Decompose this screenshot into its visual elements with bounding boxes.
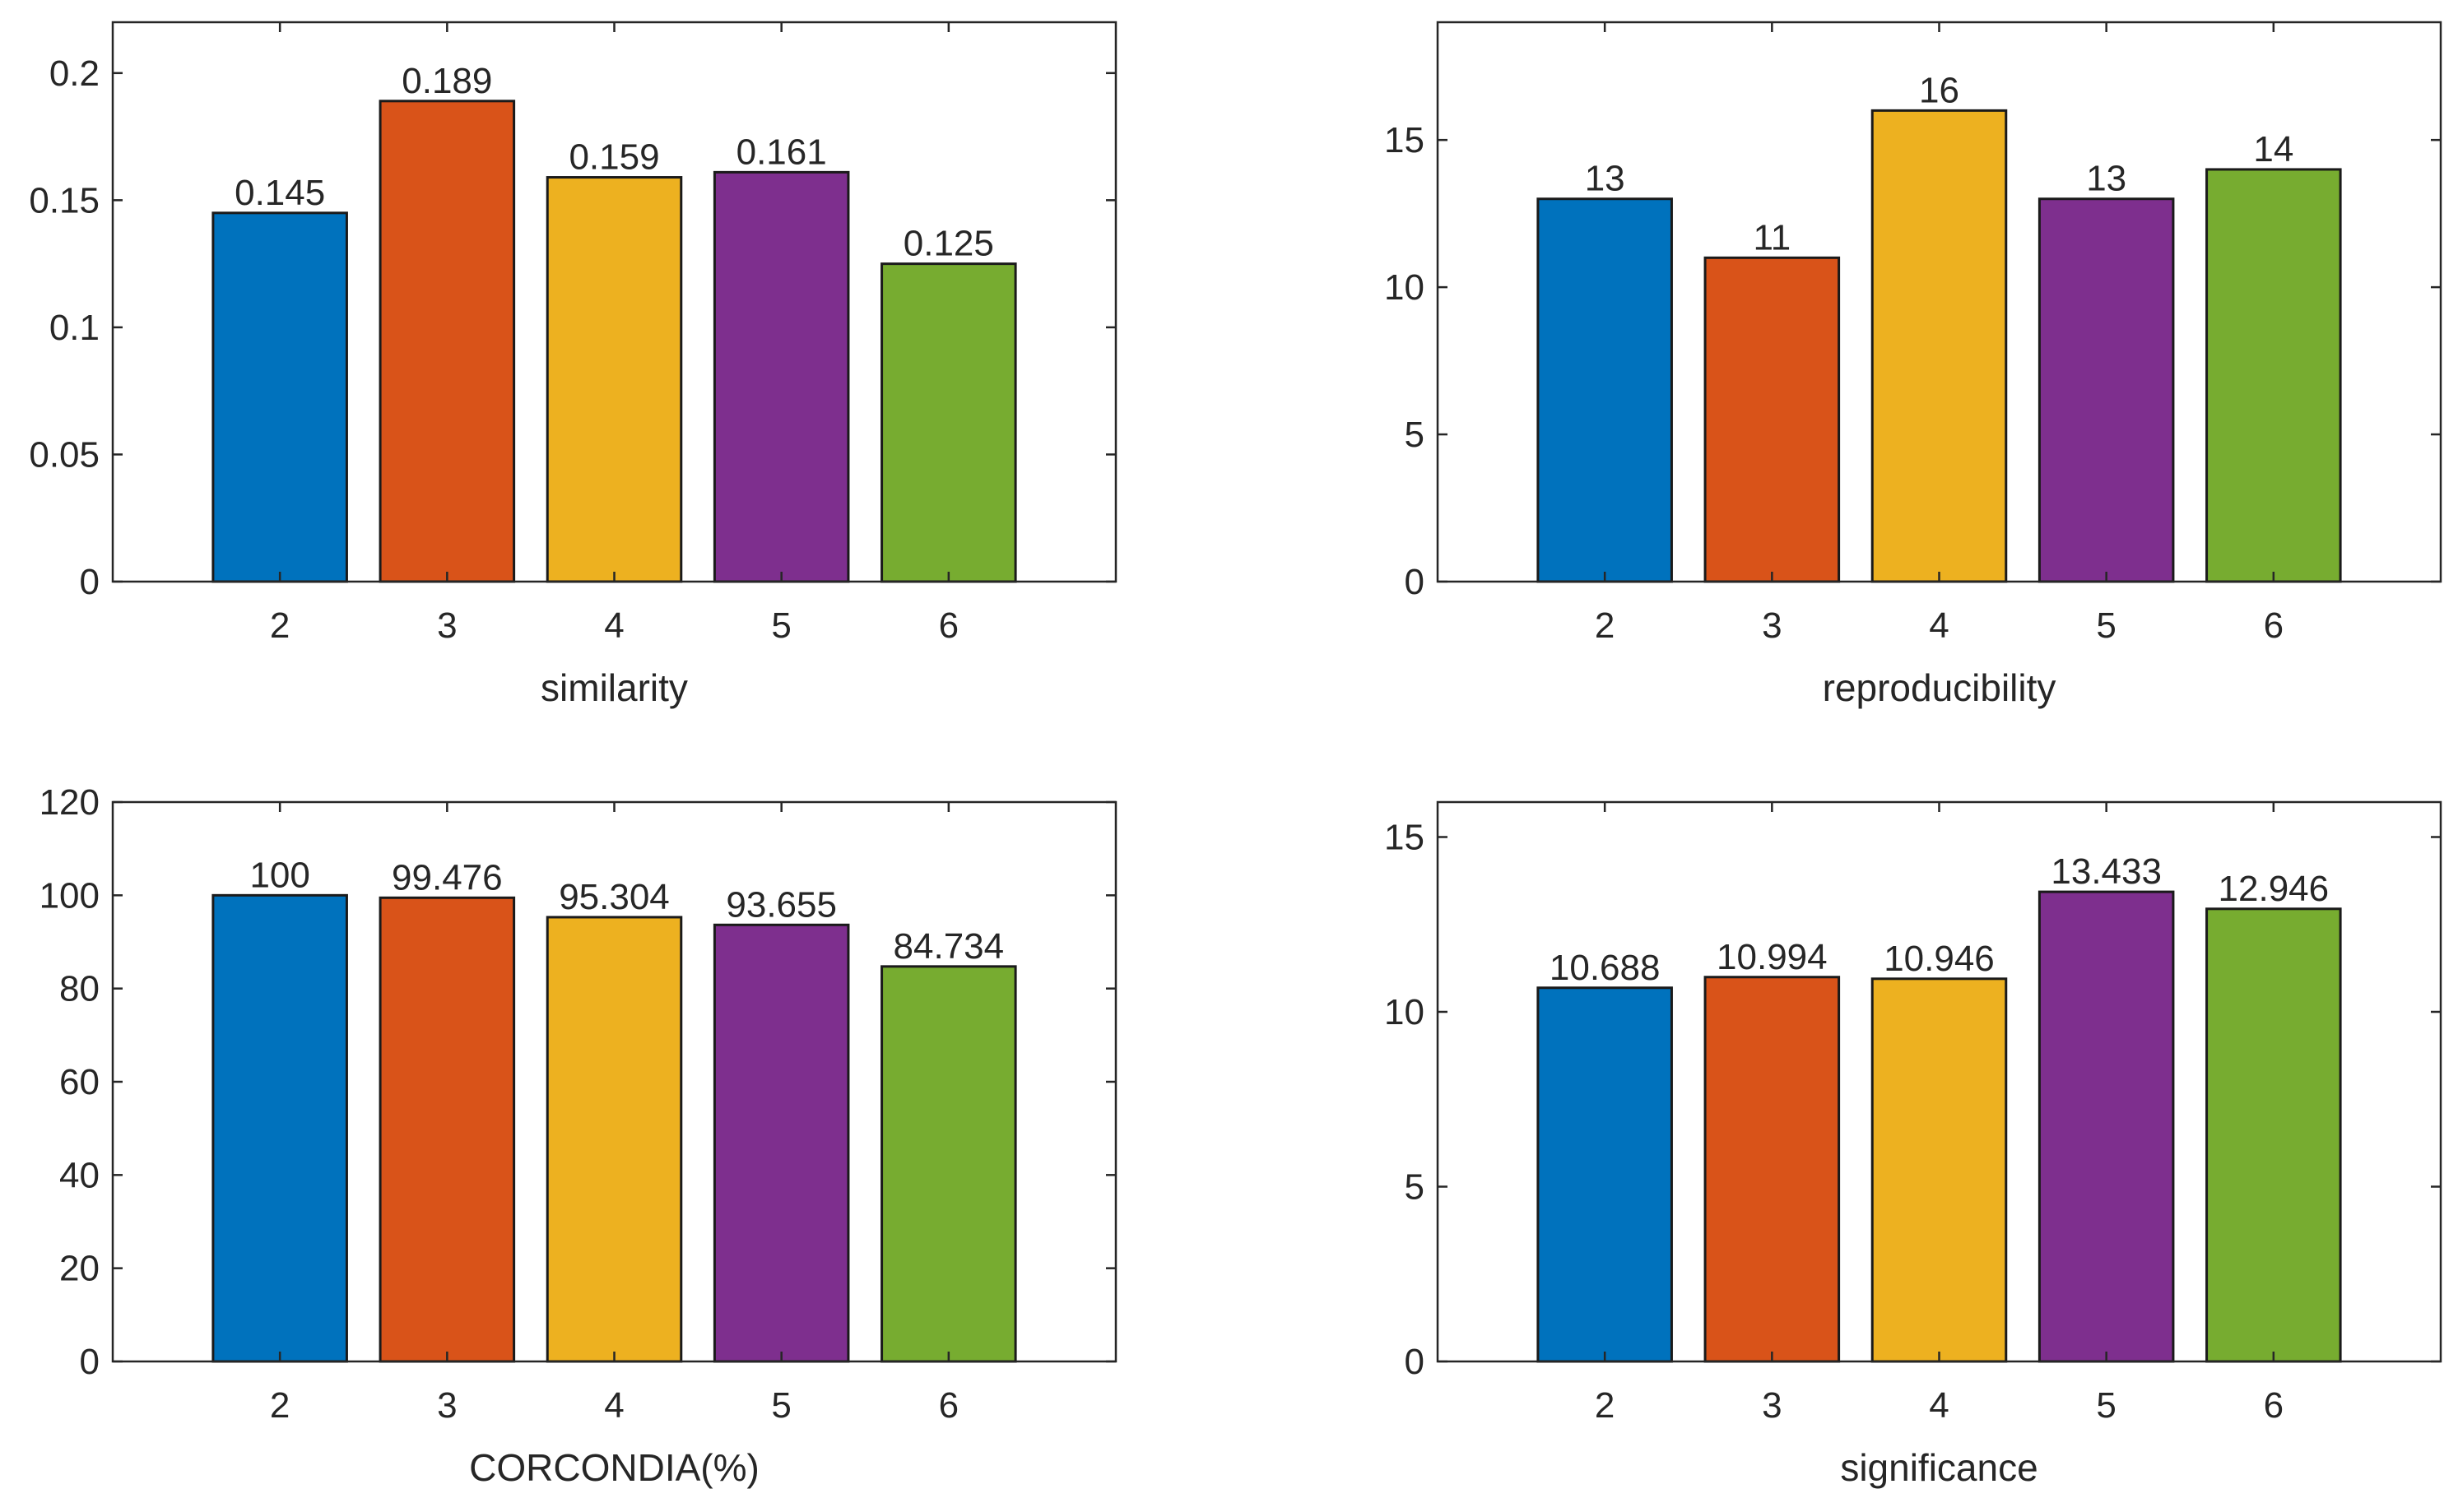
data-label: 14 <box>2253 129 2293 169</box>
x-tick-label: 2 <box>270 605 290 646</box>
y-tick-label: 60 <box>59 1062 100 1102</box>
x-tick-label: 3 <box>437 1385 457 1426</box>
y-tick-label: 15 <box>1384 818 1424 858</box>
data-label: 0.161 <box>736 132 827 172</box>
data-label: 13 <box>2086 159 2126 199</box>
subplot-bottom-left: 100 99.476 95.304 93.655 84.734 0 20 40 60 80 100 1… <box>39 782 1117 1489</box>
data-label: 0.125 <box>904 224 994 264</box>
data-label: 93.655 <box>726 884 837 925</box>
data-label: 11 <box>1753 217 1791 257</box>
x-tick-label: 4 <box>604 1385 624 1426</box>
data-label: 84.734 <box>894 926 1005 967</box>
subplot-bottom-right: 10.688 10.994 10.946 13.433 12.946 0 5 10 15 2 3 4 5… <box>1384 800 2442 1489</box>
y-tick-label: 5 <box>1405 415 1424 455</box>
y-tick-label: 0.2 <box>49 53 100 94</box>
bar-6 <box>2205 907 2342 1363</box>
bar-5 <box>713 170 850 583</box>
x-axis-label: significance <box>1840 1446 2037 1489</box>
y-tick-label: 120 <box>39 782 100 823</box>
x-tick-label: 5 <box>771 605 791 646</box>
y-tick-label: 10 <box>1384 992 1424 1032</box>
y-tick-label: 0 <box>80 1342 100 1382</box>
x-tick-label: 4 <box>604 605 624 646</box>
y-tick-label: 0 <box>1405 1342 1424 1382</box>
x-tick-label: 6 <box>939 1385 959 1426</box>
data-label: 16 <box>1919 70 1959 110</box>
data-label: 0.159 <box>569 137 659 178</box>
data-label: 99.476 <box>392 857 503 897</box>
x-axis-label: CORCONDIA(%) <box>469 1446 760 1489</box>
x-tick-label: 3 <box>1762 605 1782 646</box>
bar-2 <box>211 893 348 1363</box>
x-tick-label: 6 <box>2264 1385 2284 1426</box>
y-tick-label: 0.05 <box>29 434 100 475</box>
bar-2 <box>1536 986 1673 1363</box>
x-tick-label: 5 <box>2096 1385 2116 1426</box>
x-tick-label: 4 <box>1929 605 1949 646</box>
bar-2 <box>1536 197 1673 583</box>
x-axis-label: similarity <box>541 666 688 709</box>
bar-5 <box>713 923 850 1363</box>
bar-5 <box>2037 890 2175 1363</box>
bar-3 <box>379 896 516 1363</box>
bar-6 <box>2205 168 2342 583</box>
x-tick-label: 4 <box>1929 1385 1949 1426</box>
data-label: 10.946 <box>1884 939 1995 979</box>
data-label: 12.946 <box>2219 869 2330 909</box>
y-tick-label: 80 <box>59 969 100 1009</box>
x-tick-label: 2 <box>1595 1385 1615 1426</box>
x-tick-label: 5 <box>2096 605 2116 646</box>
data-label: 95.304 <box>559 877 670 917</box>
data-label: 0.145 <box>235 173 325 213</box>
y-tick-label: 0.15 <box>29 180 100 220</box>
bar-6 <box>881 965 1017 1363</box>
data-label: 10.994 <box>1717 937 1828 977</box>
data-label: 10.688 <box>1550 948 1661 988</box>
data-label: 100 <box>249 855 309 895</box>
x-axis-label: reproducibility <box>1823 666 2056 709</box>
bar-3 <box>1703 976 1841 1363</box>
y-tick-label: 20 <box>59 1249 100 1289</box>
bar-4 <box>546 916 683 1363</box>
y-tick-label: 0 <box>1405 562 1424 602</box>
y-tick-label: 0.1 <box>49 308 100 348</box>
y-tick-label: 10 <box>1384 267 1424 308</box>
y-tick-label: 0 <box>80 562 100 602</box>
y-tick-label: 100 <box>39 875 100 916</box>
bar-6 <box>881 262 1017 583</box>
x-tick-label: 2 <box>1595 605 1615 646</box>
bar-4 <box>1870 109 2008 583</box>
bar-4 <box>1870 977 2008 1363</box>
y-tick-label: 15 <box>1384 120 1424 160</box>
x-tick-label: 6 <box>2264 605 2284 646</box>
y-tick-label: 40 <box>59 1155 100 1195</box>
bar-3 <box>1703 256 1841 583</box>
bar-3 <box>379 100 516 583</box>
subplot-top-left: 0.145 0.189 0.159 0.161 0.125 0 0.05 0.1 0.15 0.2… <box>29 21 1117 709</box>
bar-4 <box>546 176 683 583</box>
x-tick-label: 3 <box>437 605 457 646</box>
x-tick-label: 2 <box>270 1385 290 1426</box>
x-tick-label: 5 <box>771 1385 791 1426</box>
bar-2 <box>211 211 348 583</box>
data-label: 13.433 <box>2051 851 2162 892</box>
subplot-top-right: 13 11 16 13 14 0 5 10 15 2 3 4 5 6 reproducibility <box>1384 21 2442 709</box>
data-label: 0.189 <box>402 61 492 101</box>
x-tick-label: 6 <box>939 605 959 646</box>
data-label: 13 <box>1585 159 1625 199</box>
bar-5 <box>2037 197 2175 583</box>
x-tick-label: 3 <box>1762 1385 1782 1426</box>
y-tick-label: 5 <box>1405 1167 1424 1208</box>
